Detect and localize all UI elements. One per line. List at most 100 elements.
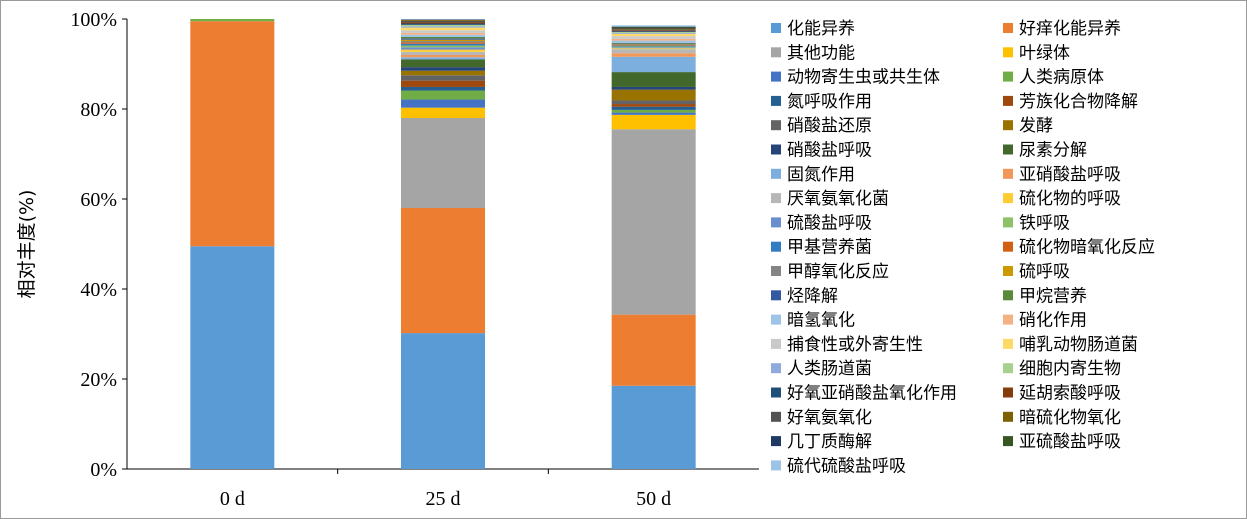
bar-segment (401, 19, 485, 20)
bar-segment (401, 47, 485, 50)
legend-label: 亚硫酸盐呼吸 (1019, 432, 1121, 452)
legend-item: 好氧亚硝酸盐氧化作用 (771, 384, 957, 404)
bar-segment (401, 27, 485, 31)
bar-segment (401, 55, 485, 58)
bar-segment (611, 385, 696, 469)
bar-segment (611, 114, 696, 130)
bar-segment (611, 32, 696, 34)
legend-item: 铁呼吸 (1003, 213, 1070, 233)
legend-item: 发酵 (1003, 116, 1053, 136)
bar-segment (190, 21, 275, 247)
legend-label: 甲烷营养 (1019, 286, 1087, 306)
legend-swatch (771, 314, 781, 325)
legend-swatch (771, 23, 781, 33)
legend-swatch (1003, 144, 1013, 155)
bar-segment (401, 118, 485, 208)
bar-segment (611, 129, 696, 315)
legend-label: 尿素分解 (1019, 141, 1087, 161)
legend-label: 硫呼吸 (1019, 262, 1070, 282)
bar-segment (401, 22, 485, 24)
legend-item: 氮呼吸作用 (771, 92, 872, 112)
legend-label: 好痒化能异养 (1019, 19, 1121, 39)
legend-swatch (1003, 95, 1013, 106)
legend-swatch (771, 436, 781, 447)
y-tick-label: 20% (80, 369, 117, 391)
x-tick-label: 0 d (220, 488, 245, 510)
legend-swatch (1003, 71, 1013, 82)
legend-item: 化能异养 (771, 19, 855, 39)
legend-swatch (771, 95, 781, 106)
legend-label: 亚硝酸盐呼吸 (1019, 165, 1121, 185)
x-tick-label: 25 d (426, 488, 461, 510)
legend-item: 甲烷营养 (1003, 286, 1087, 306)
bar-segment (401, 57, 485, 60)
x-tick-labels: 0 d 25 d 50 d (220, 488, 671, 510)
bar-segment (401, 39, 485, 42)
y-tick-label: 60% (80, 189, 117, 211)
bar-segment (611, 43, 696, 44)
bar-segment (401, 23, 485, 25)
legend-swatch (1003, 47, 1013, 58)
legend-item: 人类病原体 (1003, 68, 1104, 88)
legend-swatch (771, 120, 781, 131)
legend-swatch (1003, 338, 1013, 349)
legend-swatch (771, 217, 781, 228)
legend-label: 动物寄生虫或共生体 (787, 68, 940, 88)
bar-segment (401, 34, 485, 37)
bar-segment (611, 89, 696, 101)
legend-item: 硫呼吸 (1003, 262, 1070, 282)
bar-segment (401, 51, 485, 55)
legend-label: 延胡索酸呼吸 (1019, 384, 1121, 404)
legend-item: 硫酸盐呼吸 (771, 213, 872, 233)
legend-swatch (771, 193, 781, 204)
legend-label: 几丁质酶解 (787, 432, 872, 452)
legend-swatch (1003, 266, 1013, 276)
legend-label: 人类病原体 (1019, 68, 1104, 88)
legend-label: 其他功能 (787, 43, 855, 63)
bar-segment (611, 112, 696, 115)
bar-segment (401, 38, 485, 40)
bar-segment (611, 29, 696, 31)
bar-segment (611, 33, 696, 37)
legend-label: 细胞内寄生物 (1019, 359, 1121, 379)
y-tick-label: 100% (70, 9, 117, 31)
legend-swatch (771, 168, 781, 179)
bars (190, 19, 696, 469)
legend-swatch (771, 363, 781, 374)
bar-segment (611, 72, 696, 87)
bar-segment (611, 47, 696, 49)
y-tick-labels: 0% 20% 40% 60% 80% 100% (70, 9, 117, 481)
legend-item: 动物寄生虫或共生体 (771, 68, 940, 88)
legend-item: 硫化物的呼吸 (1003, 189, 1121, 209)
bar-segment (401, 24, 485, 27)
bar-segment (611, 109, 696, 113)
bar-segment (401, 41, 485, 43)
legend-item: 硫代硫酸盐呼吸 (771, 456, 906, 476)
legend-swatch (1003, 363, 1013, 374)
bar-segment (401, 19, 485, 21)
legend-label: 硝化作用 (1019, 311, 1087, 331)
legend-label: 烃降解 (787, 286, 838, 306)
legend-item: 硫化物暗氧化反应 (1003, 238, 1155, 258)
bar-segment (611, 31, 696, 33)
bar-segment (401, 20, 485, 23)
bar-segment (611, 42, 696, 44)
legend-label: 暗硫化物氧化 (1019, 408, 1121, 428)
legend-item: 硝酸盐呼吸 (771, 141, 872, 161)
legend-label: 好氧氨氧化 (787, 408, 872, 428)
bar-segment (611, 28, 696, 30)
legend-swatch (771, 71, 781, 82)
bar-segment (401, 42, 485, 44)
legend-swatch (771, 387, 781, 398)
legend-item: 几丁质酶解 (771, 432, 872, 452)
legend-swatch (771, 460, 781, 471)
legend-item: 捕食性或外寄生性 (771, 335, 923, 355)
legend-item: 其他功能 (771, 43, 855, 63)
bar-segment (611, 36, 696, 39)
bar-segment (611, 26, 696, 28)
legend-label: 硝酸盐还原 (787, 116, 872, 136)
bar-segment (401, 67, 485, 71)
legend-swatch (1003, 193, 1013, 204)
y-tick-label: 40% (80, 279, 117, 301)
